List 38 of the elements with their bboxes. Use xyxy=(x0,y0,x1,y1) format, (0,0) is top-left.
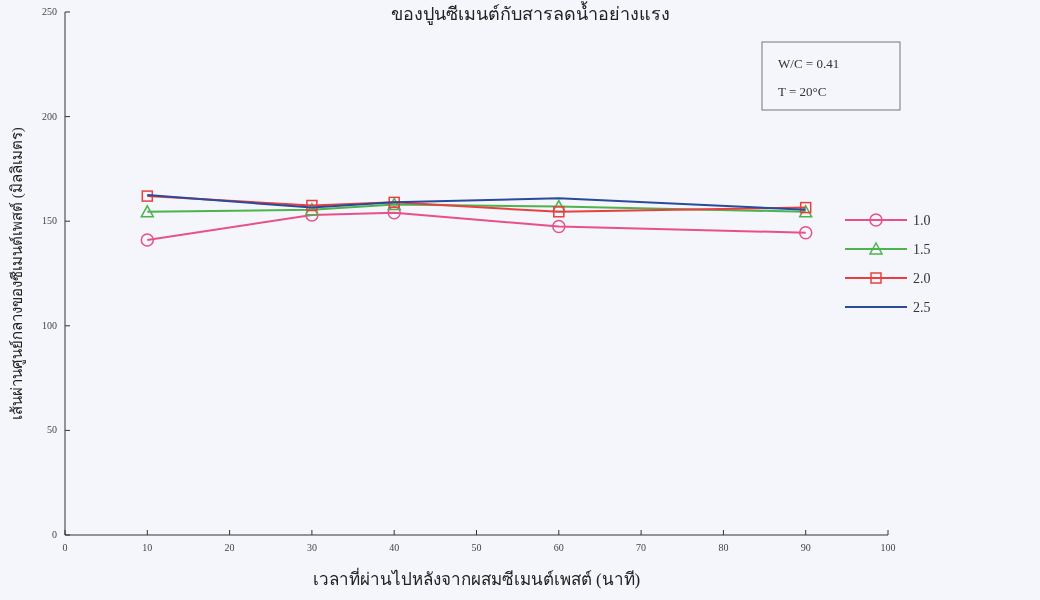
point xyxy=(798,225,813,240)
point xyxy=(305,202,319,216)
x-tick-label: 80 xyxy=(718,542,729,553)
y-tick-label: 250 xyxy=(42,6,57,17)
y-axis-title: เส้นผ่านศูนย์กลางของซีเมนต์เพสต์ (มิลลิเมตร) xyxy=(9,127,26,420)
x-tick-label: 90 xyxy=(800,542,811,553)
x-tick-label: 50 xyxy=(471,542,482,553)
x-tick-label: 30 xyxy=(306,542,317,553)
x-tick-label: 70 xyxy=(636,542,647,553)
legend-label: 1.5 xyxy=(913,242,931,257)
point xyxy=(553,206,565,218)
point xyxy=(305,208,319,222)
point xyxy=(552,219,566,234)
point xyxy=(387,206,401,220)
x-tick-label: 40 xyxy=(389,542,400,553)
point xyxy=(140,233,155,247)
x-tick-label: 0 xyxy=(62,542,68,553)
point xyxy=(140,205,155,218)
x-tick-label: 20 xyxy=(224,542,235,553)
x-tick-label: 100 xyxy=(880,542,896,553)
y-tick-label: 100 xyxy=(42,319,57,331)
annotation: W/C = 0.41 xyxy=(778,56,840,71)
annotation: T = 20°C xyxy=(778,84,827,99)
legend-label: 2.5 xyxy=(913,300,931,315)
point xyxy=(799,201,812,214)
x-tick-label: 60 xyxy=(553,542,564,553)
x-tick-label: 10 xyxy=(142,542,153,553)
point xyxy=(798,205,813,218)
legend-label: 1.0 xyxy=(913,213,931,228)
point xyxy=(306,199,318,212)
chart-title: ของปูนซีเมนต์กับสารลดน้ำอย่างแรง xyxy=(390,1,670,25)
x-axis-title: เวลาที่ผ่านไปหลังจากผสมซีเมนต์เพสต์ (นาที) xyxy=(312,567,641,589)
y-tick-label: 50 xyxy=(47,424,57,436)
point xyxy=(141,190,154,202)
y-tick-label: 0 xyxy=(52,529,57,540)
y-tick-label: 200 xyxy=(42,110,57,122)
y-tick-label: 150 xyxy=(42,215,57,227)
legend-label: 2.0 xyxy=(913,271,931,286)
